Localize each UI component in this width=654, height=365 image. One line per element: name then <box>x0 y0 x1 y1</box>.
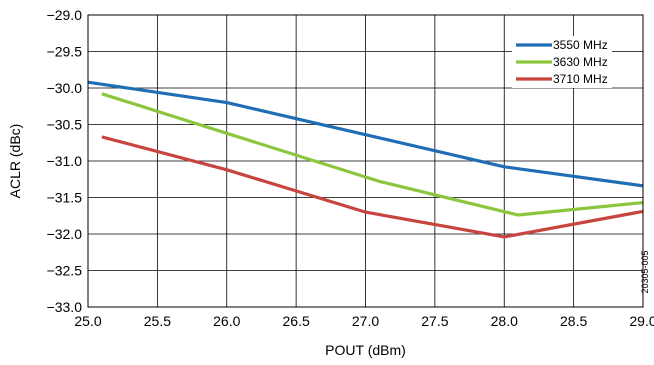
y-axis-title: ACLR (dBc) <box>7 124 23 199</box>
y-tick-label: −30.0 <box>47 80 83 96</box>
y-tick-label: −33.0 <box>47 299 83 315</box>
plot-frame <box>87 14 644 308</box>
x-tick-label: 28.0 <box>491 313 518 329</box>
legend: 3550 MHz 3630 MHz 3710 MHz <box>512 36 612 88</box>
figure-id-label: 20305-005 <box>640 250 650 293</box>
legend-label: 3710 MHz <box>553 72 608 86</box>
legend-label: 3630 MHz <box>553 55 608 69</box>
series-line-3 <box>101 135 644 239</box>
x-tick-label: 27.5 <box>421 313 448 329</box>
series-line-1 <box>87 80 644 188</box>
series-lines <box>87 80 644 239</box>
grid <box>88 15 643 307</box>
x-axis-ticks: 25.0 25.5 26.0 26.5 27.0 27.5 28.0 28.5 29.0 <box>74 313 654 329</box>
y-tick-label: −31.0 <box>47 153 83 169</box>
legend-label: 3550 MHz <box>553 38 608 52</box>
x-tick-label: 27.0 <box>352 313 379 329</box>
x-tick-label: 26.5 <box>283 313 310 329</box>
x-tick-label: 28.5 <box>560 313 587 329</box>
series-line-2 <box>101 92 644 217</box>
y-axis-ticks: −29.0 −29.5 −30.0 −30.5 −31.0 −31.5 −32.0 −32.5… <box>47 7 83 315</box>
y-tick-label: −29.5 <box>47 44 83 60</box>
x-axis-title: POUT (dBm) <box>325 342 406 358</box>
x-tick-label: 29.0 <box>629 313 654 329</box>
x-tick-label: 25.5 <box>144 313 171 329</box>
x-tick-label: 25.0 <box>74 313 101 329</box>
y-tick-label: −31.5 <box>47 190 83 206</box>
y-tick-label: −32.0 <box>47 226 83 242</box>
y-tick-label: −30.5 <box>47 117 83 133</box>
y-tick-label: −32.5 <box>47 263 83 279</box>
y-tick-label: −29.0 <box>47 7 83 23</box>
x-tick-label: 26.0 <box>213 313 240 329</box>
